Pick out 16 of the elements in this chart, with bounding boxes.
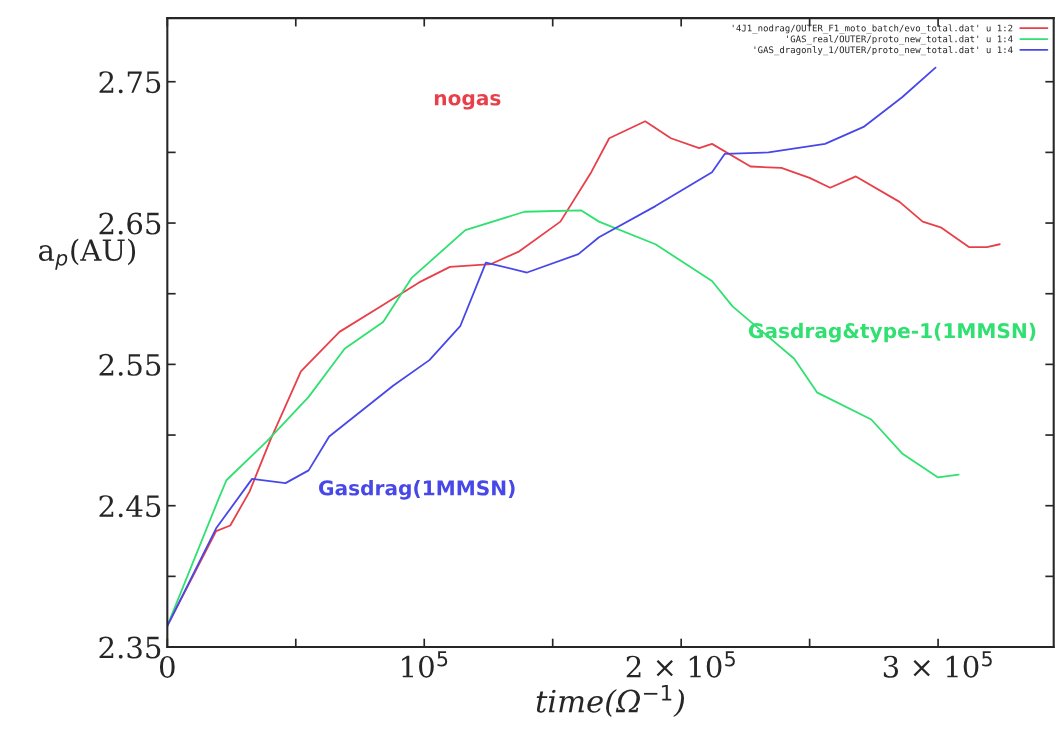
y-tick-label: 2.75 (99, 71, 161, 94)
y-axis-title: a$_{p}$(AU) (38, 238, 136, 270)
x-tick-label: 10$^{5}$ (402, 651, 448, 678)
legend-label: 'GAS_dragonly_1/OUTER/proto_new_total.dat' u 1:4 (754, 46, 1013, 56)
y-tick-label: 2.55 (99, 353, 161, 376)
x-axis-title: time(Ω$^{−1}$) (536, 684, 685, 717)
x-tick-label: 3 × 10$^{5}$ (883, 651, 992, 678)
x-tick-label: 0 (159, 655, 175, 678)
y-tick-label: 2.65 (99, 212, 161, 235)
y-tick-label: 2.35 (99, 636, 161, 659)
x-tick-label: 2 × 10$^{5}$ (626, 651, 735, 678)
annotation: Gasdrag(1MMSN) (319, 479, 515, 500)
legend-label: 'GAS_real/OUTER/proto_new_total.dat' u 1:4 (787, 35, 1013, 45)
y-tick-label: 2.45 (99, 495, 161, 518)
legend-label: '4J1_nodrag/OUTER_F1_moto_batch/evo_total.dat' u 1:2 (732, 24, 1013, 34)
annotation: nogas (434, 94, 501, 110)
